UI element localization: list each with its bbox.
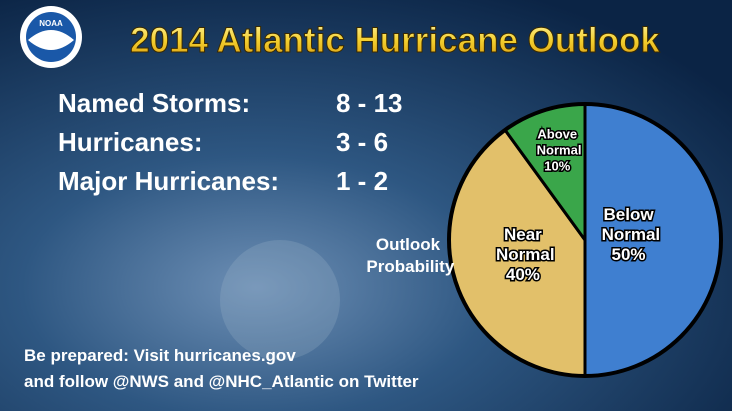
slice-value: 40%: [506, 265, 540, 284]
word: Normal: [533, 143, 581, 158]
slice-label: Below Normal: [597, 205, 660, 244]
noaa-logo: NOAA: [20, 6, 82, 68]
word: Near: [504, 225, 542, 244]
pie-label-text: Outlook Probability: [362, 235, 455, 276]
word: Above: [537, 127, 577, 142]
stat-label: Named Storms:: [58, 88, 250, 118]
word: Outlook: [376, 235, 441, 254]
chart-title: 2014 Atlantic Hurricane Outlook: [130, 21, 660, 60]
word: Below: [603, 205, 654, 224]
word: Probability: [362, 257, 455, 276]
stat-label: Hurricanes:: [58, 127, 203, 157]
footer-line: and follow @NWS and @NHC_Atlantic on Twi…: [24, 372, 419, 391]
slice-label: Above Normal: [533, 127, 581, 158]
word: Normal: [491, 245, 554, 264]
stats: Named Storms: 8 - 13 Hurricanes: 3 - 6 Major…: [58, 88, 403, 196]
slice-value: 50%: [612, 245, 646, 264]
pie-outline: [447, 102, 723, 378]
footer-line: Be prepared: Visit hurricanes.gov: [24, 346, 296, 365]
slice-value: 10%: [544, 159, 570, 174]
word: Normal: [597, 225, 660, 244]
stat-value: 8 - 13: [336, 88, 403, 118]
storm-swirl: [220, 240, 340, 360]
logo-text: NOAA: [39, 19, 63, 28]
slice-label: Near Normal: [491, 225, 554, 264]
stat-label: Major Hurricanes:: [58, 166, 279, 196]
stat-value: 1 - 2: [336, 166, 388, 196]
stat-value: 3 - 6: [336, 127, 388, 157]
footer: Be prepared: Visit hurricanes.gov and fol…: [24, 346, 419, 391]
